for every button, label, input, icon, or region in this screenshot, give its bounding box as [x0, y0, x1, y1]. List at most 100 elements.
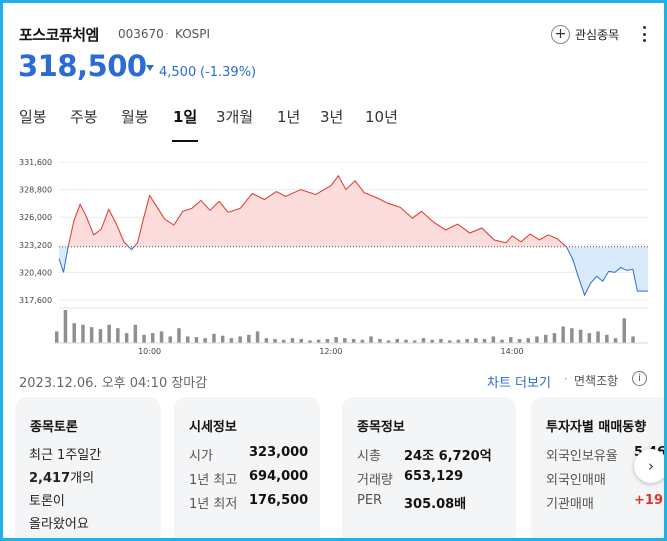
volume-bar	[474, 338, 478, 344]
open-value: 323,000	[249, 445, 309, 460]
tab-3year[interactable]: 3년	[320, 108, 344, 126]
volume-bar	[308, 340, 312, 343]
volume-bar	[439, 339, 443, 343]
y-tick-label: 326,000	[19, 213, 52, 222]
volume-bar	[526, 338, 530, 344]
volume-bar	[247, 334, 251, 344]
disclaimer-link[interactable]: 면책조항	[574, 374, 619, 388]
tab-weekly[interactable]: 주봉	[70, 108, 98, 126]
volume-bar	[334, 337, 338, 343]
volume-label: 거래량	[357, 473, 393, 488]
volume-bar	[378, 339, 382, 343]
stock-code: 003670	[118, 27, 164, 41]
volume-bar	[229, 338, 234, 344]
y-tick-label: 317,600	[19, 296, 52, 305]
volume-bar	[421, 338, 426, 344]
volume-bar	[587, 333, 592, 343]
x-tick-label: 12:00	[319, 347, 342, 356]
market-cap-value: 24조 6,720억	[404, 449, 492, 464]
plus-circle-icon: +	[551, 24, 570, 44]
more-chart-link[interactable]: 차트 더보기	[487, 376, 551, 391]
tab-monthly[interactable]: 월봉	[121, 108, 149, 126]
change-value: 4,500	[159, 65, 197, 80]
volume-bar	[81, 324, 85, 343]
down-arrow-icon	[146, 65, 154, 71]
volume-bar	[369, 336, 373, 343]
volume-bar	[535, 336, 539, 343]
chevron-right-icon[interactable]: ›	[634, 449, 664, 483]
volume-bar	[107, 324, 111, 343]
institution-trade-label: 기관매매	[546, 497, 594, 512]
area-above-baseline	[68, 204, 129, 247]
volume-bar	[299, 339, 303, 343]
timestamp: 2023.12.06. 오후 04:10 장마감	[19, 376, 208, 391]
volume-bar	[220, 335, 225, 343]
investor-trend-card[interactable]: 투자자별 매매동향 외국인보유율 5.46 외국인매매 기관매매 +19,	[531, 397, 664, 538]
volume-bar	[55, 331, 59, 343]
volume-bar	[360, 339, 365, 343]
current-price: 318,500	[18, 49, 147, 83]
stock-name[interactable]: 포스코퓨처엠	[19, 26, 99, 44]
more-options-icon[interactable]	[639, 26, 649, 42]
tab-1day[interactable]: 1일	[171, 106, 199, 142]
discussion-line: 최근 1주일간	[29, 448, 102, 463]
intraday-chart[interactable]: 331,600 328,800 326,000 323,200 320,400 317,6…	[3, 153, 667, 363]
tab-10year[interactable]: 10년	[365, 108, 398, 126]
area-below-baseline	[566, 246, 648, 296]
volume-bar	[386, 340, 391, 343]
card-title: 시세정보	[189, 420, 237, 435]
per-label: PER	[357, 493, 383, 508]
discussion-count-line: 2,417개의	[29, 467, 94, 486]
stock-info-card[interactable]: 종목정보 시총 24조 6,720억 거래량 653,129 PER 305.0…	[342, 397, 516, 538]
volume-bar	[290, 338, 295, 344]
volume-bar	[72, 323, 76, 343]
volume-bar	[343, 338, 347, 344]
discussion-count-suffix: 개의	[70, 471, 95, 486]
volume-bar	[194, 337, 199, 343]
volume-bar	[133, 324, 138, 343]
x-tick-label: 10:00	[138, 347, 161, 356]
volume-bar	[456, 339, 461, 343]
price-line	[58, 246, 69, 273]
price-line	[67, 203, 130, 248]
tab-1year[interactable]: 1년	[277, 108, 301, 126]
volume-bar	[482, 339, 487, 343]
volume-bar	[238, 336, 242, 343]
volume-bar	[517, 339, 522, 343]
per-value: 305.08배	[404, 497, 467, 512]
volume-bar	[491, 336, 496, 343]
price-line	[133, 174, 567, 248]
area-above-baseline	[134, 175, 567, 247]
volume-bar	[116, 328, 120, 343]
discussion-card[interactable]: 종목토론 최근 1주일간 2,417개의 토론이 올라왔어요	[15, 397, 161, 538]
y-tick-label: 323,200	[19, 241, 52, 250]
volume-bar	[98, 329, 103, 343]
volume-bar	[63, 310, 68, 343]
volume-bar	[186, 336, 190, 343]
volume-bar	[500, 339, 504, 343]
volume-bar	[255, 331, 260, 343]
volume-bar	[203, 338, 207, 344]
volume-bar	[151, 333, 155, 343]
volume-bar	[561, 326, 565, 343]
volume-bar	[142, 334, 146, 344]
volume-bar	[570, 328, 574, 343]
volume-bar	[325, 339, 330, 343]
y-tick-label: 331,600	[19, 158, 52, 167]
tab-daily[interactable]: 일봉	[19, 108, 47, 126]
favorite-label: 관심종목	[575, 27, 620, 42]
volume-bar	[631, 336, 635, 343]
year-low-value: 176,500	[249, 493, 309, 508]
market-info-card[interactable]: 시세정보 시가 323,000 1년 최고 694,000 1년 최저 176,…	[174, 397, 320, 538]
info-circle-icon[interactable]: i	[632, 371, 647, 386]
discussion-line: 토론이	[29, 494, 65, 509]
x-tick-label: 14:00	[501, 347, 524, 356]
volume-bar	[596, 331, 600, 343]
year-low-label: 1년 최저	[189, 497, 238, 512]
volume-bar	[613, 338, 618, 344]
tab-3month[interactable]: 3개월	[216, 108, 254, 126]
add-favorite-button[interactable]: + 관심종목	[551, 24, 619, 44]
y-tick-label: 328,800	[19, 186, 52, 195]
volume-bar	[177, 328, 181, 343]
